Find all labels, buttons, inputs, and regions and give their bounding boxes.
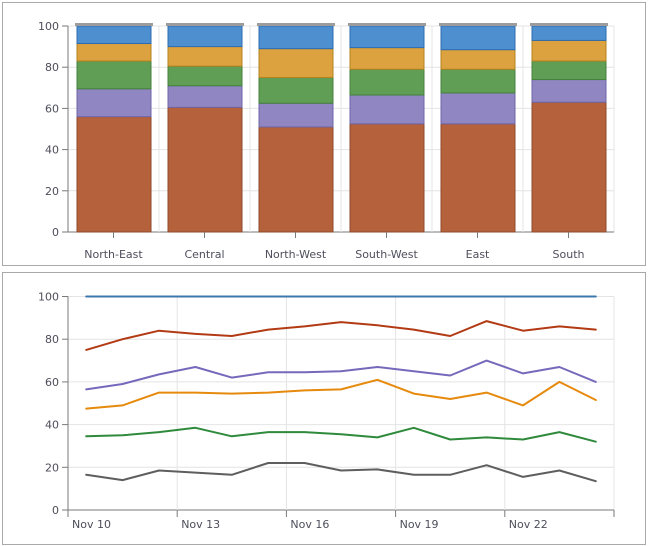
bar-top-cap bbox=[166, 23, 244, 26]
bar-top-cap bbox=[348, 23, 426, 26]
bar-segment-orange bbox=[440, 49, 516, 70]
bar-segment-green bbox=[258, 77, 334, 104]
y-axis-label: 100 bbox=[38, 20, 59, 33]
stacked-bar-chart-panel: 0 20 40 60 80 100 North-East Central North-West S… bbox=[2, 2, 646, 266]
y-axis-label: 80 bbox=[45, 61, 59, 74]
bar-segment-rust bbox=[349, 123, 425, 233]
y-axis-label: 60 bbox=[45, 376, 59, 389]
x-axis-label: South bbox=[553, 248, 585, 261]
bar-segment-rust bbox=[531, 101, 607, 233]
x-axis-label: Nov 13 bbox=[181, 518, 220, 531]
line-series-orange bbox=[85, 378, 597, 410]
bar-segment-green bbox=[76, 60, 152, 90]
bar-segment-purple bbox=[349, 94, 425, 125]
bar-segment-purple bbox=[440, 92, 516, 125]
bar-segment-orange bbox=[167, 46, 243, 67]
bar-segment-blue bbox=[76, 25, 152, 45]
bar-segment-green bbox=[531, 60, 607, 81]
line-series-green bbox=[85, 426, 597, 443]
x-axis-label: Nov 19 bbox=[400, 518, 439, 531]
bar-segment-blue bbox=[258, 25, 334, 50]
y-axis-label: 20 bbox=[45, 461, 59, 474]
line-series-red bbox=[85, 320, 597, 351]
bar-top-cap bbox=[257, 23, 335, 26]
x-axis-label: Nov 22 bbox=[509, 518, 548, 531]
y-axis-label: 0 bbox=[52, 226, 59, 239]
bar-segment-purple bbox=[167, 85, 243, 108]
line-series-gray bbox=[85, 462, 597, 483]
bar-segment-orange bbox=[349, 47, 425, 70]
x-axis-label: Nov 10 bbox=[72, 518, 111, 531]
bar-segment-orange bbox=[531, 39, 607, 62]
bar-segment-blue bbox=[167, 25, 243, 48]
bar-segment-rust bbox=[258, 126, 334, 233]
x-axis-label: Nov 16 bbox=[290, 518, 329, 531]
stacked-bar-chart: 0 20 40 60 80 100 North-East Central North-West S… bbox=[38, 20, 615, 261]
bar-segment-green bbox=[349, 68, 425, 96]
bar-segment-blue bbox=[349, 25, 425, 49]
x-axis-label: North-East bbox=[84, 248, 143, 261]
bar-top-cap bbox=[530, 23, 608, 26]
bar-top-cap bbox=[439, 23, 517, 26]
y-axis-label: 80 bbox=[45, 333, 59, 346]
y-axis-label: 40 bbox=[45, 419, 59, 432]
y-axis-label: 20 bbox=[45, 185, 59, 198]
line-chart: 0 20 40 60 80 100 Nov 10 Nov 13 Nov 16 Nov 19 Nov … bbox=[38, 291, 615, 531]
bar-segment-purple bbox=[76, 88, 152, 118]
bar-segment-purple bbox=[258, 102, 334, 128]
bar-top-cap bbox=[75, 23, 153, 26]
y-axis-label: 60 bbox=[45, 102, 59, 115]
bar-segment-green bbox=[440, 68, 516, 94]
bar-segment-rust bbox=[167, 106, 243, 233]
bar-segment-rust bbox=[440, 123, 516, 233]
bar-segment-orange bbox=[76, 43, 152, 62]
x-axis-label: Central bbox=[184, 248, 224, 261]
bar-segment-purple bbox=[531, 79, 607, 103]
y-axis-label: 100 bbox=[38, 291, 59, 304]
y-axis-label: 40 bbox=[45, 144, 59, 157]
x-axis-label: East bbox=[466, 248, 490, 261]
x-axis-label: South-West bbox=[355, 248, 418, 261]
line-series-purple bbox=[85, 359, 597, 391]
line-chart-panel: 0 20 40 60 80 100 Nov 10 Nov 13 Nov 16 Nov 19 Nov … bbox=[2, 272, 646, 545]
x-axis-label: North-West bbox=[265, 248, 327, 261]
bar-segment-green bbox=[167, 65, 243, 87]
bar-segment-rust bbox=[76, 116, 152, 233]
bar-segment-orange bbox=[258, 48, 334, 78]
bar-segment-blue bbox=[440, 25, 516, 51]
y-axis-label: 0 bbox=[52, 504, 59, 517]
bar-segment-blue bbox=[531, 25, 607, 41]
